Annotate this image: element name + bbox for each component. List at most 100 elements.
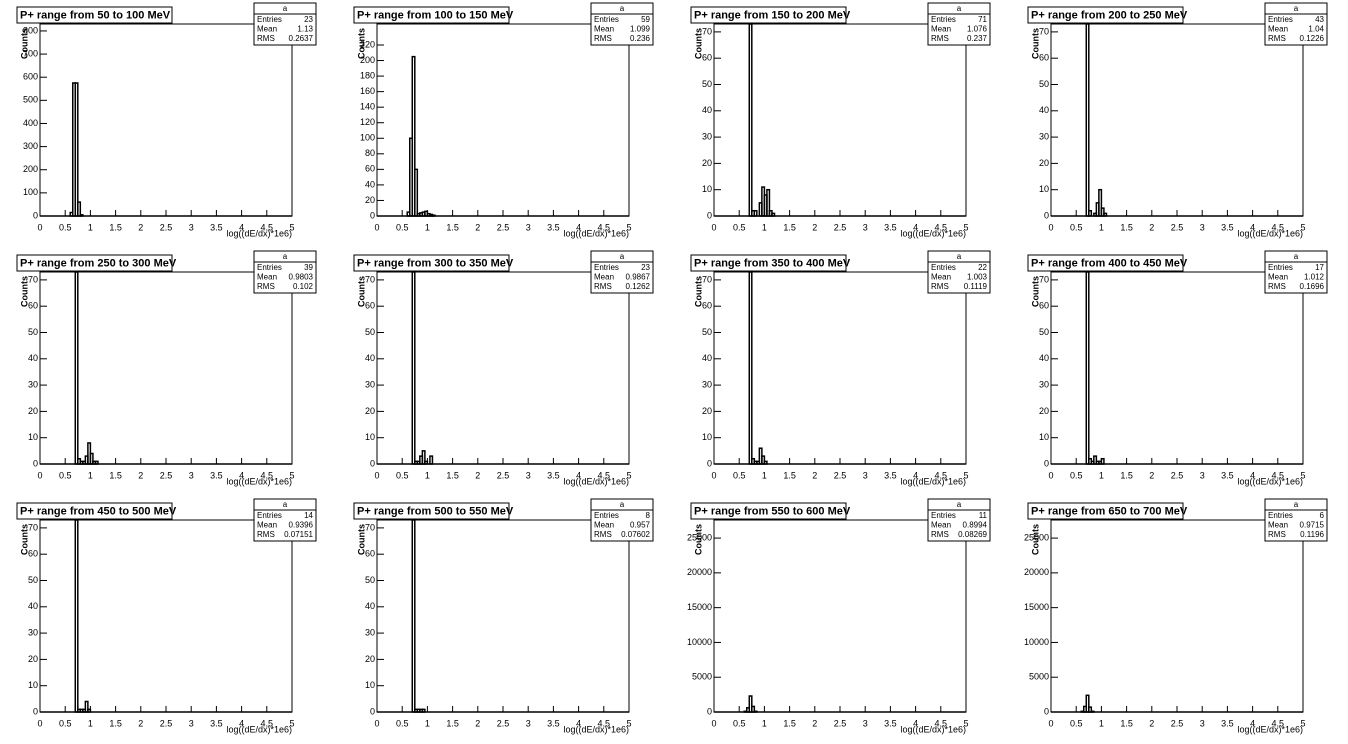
- x-tick-label: 1.5: [1120, 470, 1133, 480]
- y-tick-label: 0: [33, 458, 38, 468]
- x-tick-label: 0.5: [733, 718, 746, 728]
- histogram-bar: [1093, 455, 1098, 465]
- y-tick-label: 300: [23, 141, 38, 151]
- y-tick-label: 0: [370, 458, 375, 468]
- histogram-panel: 0 0.5 1 1.5 2 2.5 3 3.5 4 4.5 5010203040506070log(…: [16, 498, 317, 734]
- y-axis-title: Counts: [356, 276, 366, 307]
- x-tick-label: 2: [1149, 222, 1154, 232]
- y-tick-label: 10: [702, 184, 712, 194]
- stats-value: 23: [304, 15, 313, 24]
- x-tick-label: 4: [1250, 222, 1255, 232]
- y-tick-label: 30: [702, 131, 712, 141]
- stats-label: RMS: [594, 34, 612, 43]
- histogram-bar: [1100, 457, 1105, 465]
- x-tick-label: 2.5: [497, 222, 510, 232]
- stats-name: a: [1294, 500, 1299, 509]
- x-tick-label: 0.5: [733, 222, 746, 232]
- x-tick-label: 2.5: [497, 470, 510, 480]
- stats-box: [590, 2, 654, 46]
- x-tick-label: 0.5: [396, 470, 409, 480]
- y-tick-label: 60: [365, 164, 375, 174]
- x-axis-title: log((dE/dx)*1e6): [226, 724, 292, 734]
- y-tick-label: 20: [28, 654, 38, 664]
- histogram-panel: 0 0.5 1 1.5 2 2.5 3 3.5 4 4.5 5 0 20 40 60 80 100 120 140 1…: [353, 2, 654, 238]
- y-tick-label: 60: [702, 301, 712, 311]
- y-tick-label: 25000: [1024, 532, 1049, 542]
- y-tick-label: 30: [1039, 379, 1049, 389]
- y-tick-label: 50: [1039, 327, 1049, 337]
- y-tick-label: 25000: [687, 532, 712, 542]
- histogram-bar: [411, 519, 416, 713]
- x-tick-label: 1: [425, 470, 430, 480]
- stats-box: [590, 498, 654, 542]
- y-tick-label: 600: [23, 72, 38, 82]
- y-tick-label: 10: [1039, 184, 1049, 194]
- y-tick-label: 500: [23, 95, 38, 105]
- x-tick-label: 1.5: [446, 222, 459, 232]
- x-tick-label: 3.5: [547, 470, 560, 480]
- histogram-panel: 0 0.5 1 1.5 2 2.5 3 3.5 4 4.5 5 0 100 200 300 400 500 600…: [16, 2, 317, 238]
- stats-value: 11: [979, 511, 988, 520]
- x-tick-label: 0: [711, 222, 716, 232]
- x-tick-label: 1: [762, 222, 767, 232]
- stats-box: [1264, 498, 1328, 542]
- x-tick-label: 5: [1300, 222, 1305, 232]
- stats-name: a: [957, 500, 962, 509]
- stats-name: a: [1294, 4, 1299, 13]
- histogram-bar: [421, 450, 426, 465]
- x-tick-label: 2.5: [834, 470, 847, 480]
- histogram-bar: [763, 460, 768, 465]
- histogram-bar: [74, 82, 79, 217]
- stats-name: a: [620, 4, 625, 13]
- stats-value: 17: [1315, 263, 1324, 272]
- histogram-bar: [748, 23, 753, 217]
- plot-frame: [713, 519, 967, 713]
- stats-value: 0.07602: [621, 530, 650, 539]
- y-tick-label: 15000: [687, 602, 712, 612]
- x-tick-label: 1: [88, 718, 93, 728]
- stats-label: Entries: [1268, 15, 1293, 24]
- stats-name: a: [957, 4, 962, 13]
- stats-value: 71: [978, 15, 987, 24]
- stats-box: [927, 2, 991, 46]
- stats-value: 23: [641, 263, 650, 272]
- stats-value: 8: [646, 511, 651, 520]
- x-tick-label: 3.5: [884, 222, 897, 232]
- title-box: [353, 6, 510, 24]
- x-tick-label: 3.5: [547, 718, 560, 728]
- x-tick-label: 4.5: [261, 222, 274, 232]
- x-tick-label: 3.5: [547, 222, 560, 232]
- x-tick-label: 4.5: [598, 470, 611, 480]
- x-axis-title: log((dE/dx)*1e6): [1237, 476, 1303, 486]
- x-tick-label: 5: [626, 222, 631, 232]
- y-tick-label: 40: [365, 179, 375, 189]
- histogram-bar: [429, 455, 434, 465]
- histogram-panel: 0 0.5 1 1.5 2 2.5 3 3.5 4 4.5 5010203040506070log(…: [1027, 250, 1328, 486]
- y-tick-label: 60: [1039, 301, 1049, 311]
- x-tick-label: 1: [1099, 222, 1104, 232]
- x-tick-label: 4: [1250, 718, 1255, 728]
- x-tick-label: 0: [1048, 222, 1053, 232]
- stats-box: [927, 250, 991, 294]
- x-tick-label: 3: [189, 718, 194, 728]
- x-axis-title: log((dE/dx)*1e6): [226, 228, 292, 238]
- x-tick-label: 0: [1048, 470, 1053, 480]
- stats-label: Mean: [931, 25, 951, 34]
- x-tick-label: 1: [762, 470, 767, 480]
- x-tick-label: 3.5: [1221, 222, 1234, 232]
- y-tick-label: 20: [1039, 406, 1049, 416]
- x-tick-label: 3: [863, 718, 868, 728]
- y-tick-label: 30: [28, 627, 38, 637]
- x-tick-label: 5: [963, 222, 968, 232]
- title-box: [16, 6, 173, 24]
- stats-label: Entries: [257, 511, 282, 520]
- stats-label: Entries: [1268, 511, 1293, 520]
- stats-value: 14: [304, 511, 313, 520]
- y-tick-label: 5000: [692, 672, 712, 682]
- histogram-bar: [89, 452, 94, 465]
- stats-label: Entries: [594, 511, 619, 520]
- title-box: [16, 502, 173, 520]
- x-tick-label: 0.5: [1070, 470, 1083, 480]
- histogram-bar: [414, 168, 419, 217]
- stats-name: a: [283, 252, 288, 261]
